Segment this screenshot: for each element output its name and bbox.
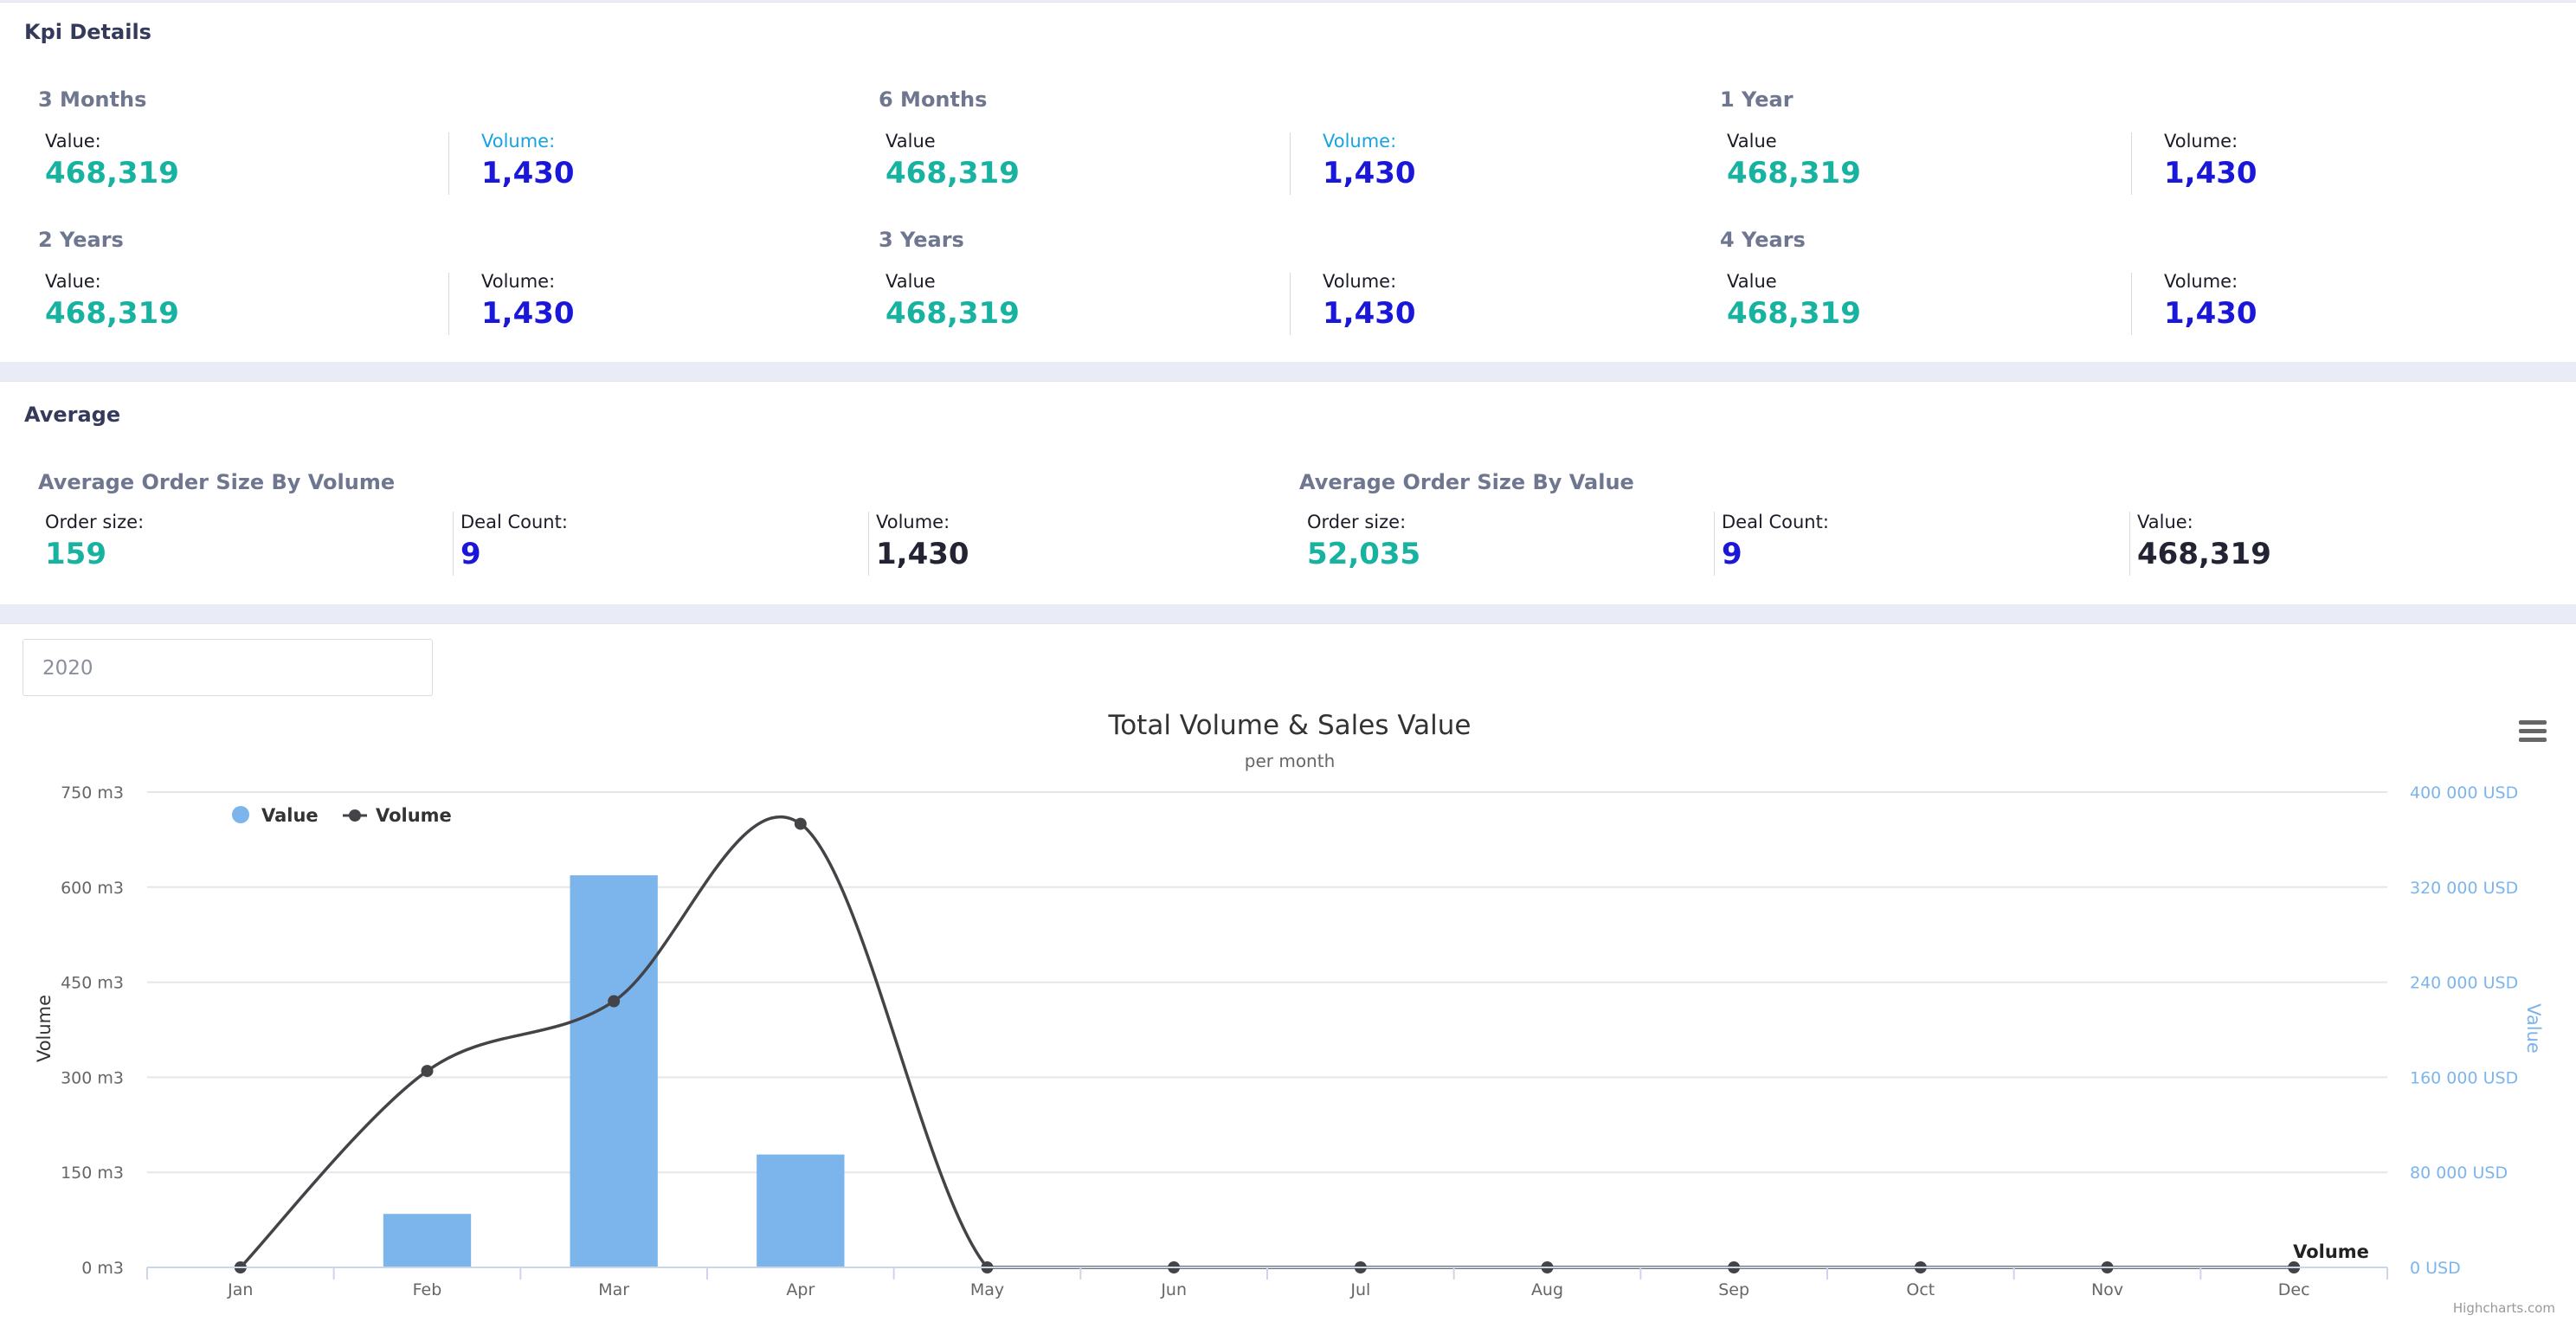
divider <box>453 512 454 576</box>
kpi-volume-stat: Volume: 1,430 <box>2164 131 2257 190</box>
avg-by-value-title: Average Order Size By Value <box>1299 470 1634 494</box>
kpi-volume-label: Volume: <box>1323 131 1397 151</box>
average-title: Average <box>24 403 121 427</box>
divider <box>1290 132 1291 195</box>
divider <box>2129 512 2130 576</box>
kpi-volume-label: Volume: <box>2164 271 2238 292</box>
kpi-value-stat: Value: 468,319 <box>45 131 179 190</box>
kpi-value-stat: Value 468,319 <box>886 131 1020 190</box>
kpi-volume-stat: Volume: 1,430 <box>1323 271 1416 330</box>
divider <box>1290 273 1291 335</box>
kpi-volume-label: Volume: <box>2164 131 2238 151</box>
deal-count-value: 9 <box>1722 537 1742 571</box>
kpi-volume: 1,430 <box>1323 156 1416 190</box>
kpi-value: 468,319 <box>45 296 179 331</box>
kpi-volume-label: Volume: <box>481 131 556 151</box>
kpi-volume-stat: Volume: 1,430 <box>2164 271 2257 330</box>
kpi-volume: 1,430 <box>1323 296 1416 331</box>
kpi-value-stat: Value 468,319 <box>886 271 1020 330</box>
order-size-stat: Order size: 159 <box>45 512 144 571</box>
year-picker-input[interactable]: 2020 <box>23 639 433 696</box>
legend-value-marker <box>232 806 249 823</box>
chart-card <box>0 623 2576 1328</box>
kpi-value-stat: Value 468,319 <box>1727 131 1861 190</box>
kpi-value-label: Value: <box>45 131 101 151</box>
avg-by-volume-title: Average Order Size By Volume <box>38 470 396 494</box>
kpi-group-title: 2 Years <box>38 228 124 252</box>
volume-label: Volume: <box>876 512 950 532</box>
kpi-group-title: 1 Year <box>1720 87 1794 112</box>
divider <box>448 273 449 335</box>
order-size-stat: Order size: 52,035 <box>1307 512 1420 571</box>
kpi-volume: 1,430 <box>481 156 575 190</box>
legend[interactable]: Value Volume <box>232 805 452 826</box>
deal-count-stat: Deal Count: 9 <box>1722 512 1829 571</box>
kpi-value: 468,319 <box>886 296 1020 331</box>
kpi-volume: 1,430 <box>2164 296 2257 331</box>
kpi-volume-stat: Volume: 1,430 <box>481 131 575 190</box>
credits[interactable]: Highcharts.com <box>2453 1300 2555 1316</box>
legend-volume-label[interactable]: Volume <box>376 805 452 826</box>
kpi-value: 468,319 <box>886 156 1020 190</box>
kpi-group-title: 3 Months <box>38 87 147 112</box>
deal-count-label: Deal Count: <box>1722 512 1829 532</box>
kpi-value-label: Value <box>886 271 936 292</box>
divider <box>2131 273 2132 335</box>
value-value: 468,319 <box>2137 537 2271 571</box>
kpi-volume: 1,430 <box>481 296 575 331</box>
legend-volume-marker <box>349 809 361 822</box>
kpi-volume-label: Volume: <box>1323 271 1397 292</box>
kpi-volume-stat: Volume: 1,430 <box>1323 131 1416 190</box>
legend-value-label[interactable]: Value <box>261 805 319 826</box>
kpi-details-card: Kpi Details 3 Months Value: 468,319 Volu… <box>0 2 2576 362</box>
deal-count-label: Deal Count: <box>460 512 568 532</box>
value-stat: Value: 468,319 <box>2137 512 2271 571</box>
deal-count-value: 9 <box>460 537 481 571</box>
order-size-value: 52,035 <box>1307 537 1421 571</box>
order-size-label: Order size: <box>1307 512 1407 532</box>
kpi-volume-label: Volume: <box>481 271 556 292</box>
kpi-group-title: 3 Years <box>879 228 964 252</box>
kpi-details-title: Kpi Details <box>24 20 151 44</box>
kpi-volume-stat: Volume: 1,430 <box>481 271 575 330</box>
order-size-label: Order size: <box>45 512 145 532</box>
kpi-value-stat: Value: 468,319 <box>45 271 179 330</box>
volume-stat: Volume: 1,430 <box>876 512 969 571</box>
order-size-value: 159 <box>45 537 106 571</box>
kpi-value-label: Value: <box>45 271 101 292</box>
average-card: Average Average Order Size By Volume Ord… <box>0 381 2576 604</box>
kpi-value-label: Value <box>1727 131 1777 151</box>
kpi-group-title: 6 Months <box>879 87 988 112</box>
kpi-value-label: Value <box>886 131 936 151</box>
volume-value: 1,430 <box>876 537 969 571</box>
kpi-value-stat: Value 468,319 <box>1727 271 1861 330</box>
deal-count-stat: Deal Count: 9 <box>460 512 568 571</box>
kpi-value: 468,319 <box>45 156 179 190</box>
kpi-value: 468,319 <box>1727 296 1861 331</box>
kpi-value: 468,319 <box>1727 156 1861 190</box>
divider <box>448 132 449 195</box>
kpi-group-title: 4 Years <box>1720 228 1806 252</box>
divider <box>1714 512 1715 576</box>
kpi-value-label: Value <box>1727 271 1777 292</box>
kpi-volume: 1,430 <box>2164 156 2257 190</box>
value-label: Value: <box>2137 512 2193 532</box>
divider <box>2131 132 2132 195</box>
chart-menu-icon[interactable] <box>2519 720 2547 742</box>
divider <box>868 512 869 576</box>
